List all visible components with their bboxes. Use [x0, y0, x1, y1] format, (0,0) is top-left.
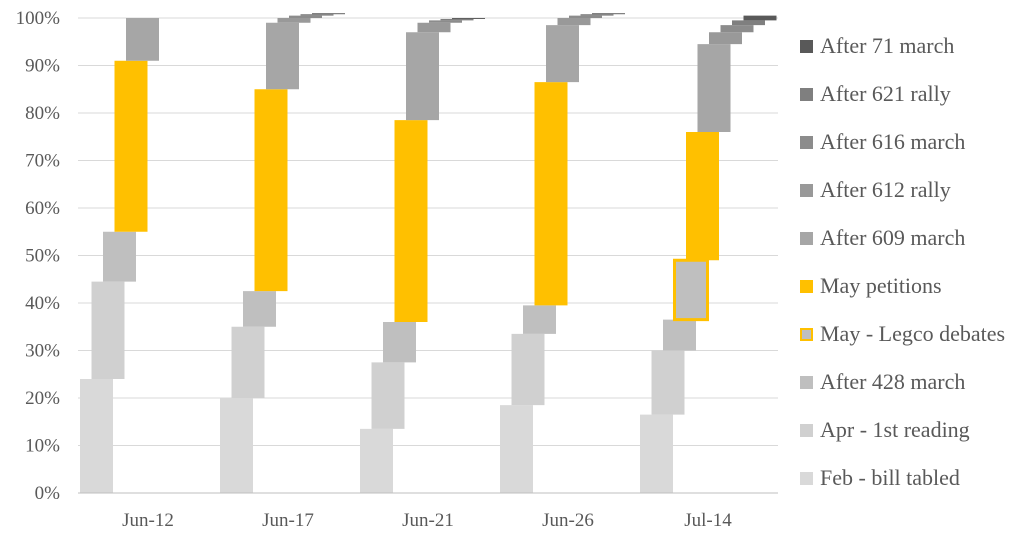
bar-segment — [289, 15, 322, 18]
bar-segment — [429, 20, 462, 23]
legend-item: After 609 march — [800, 214, 1036, 262]
x-tick-label: Jun-17 — [262, 510, 314, 531]
bars — [80, 13, 777, 493]
bar-segment — [546, 25, 579, 83]
x-axis-tick-labels: Jun-12 Jun-17 Jun-21 Jun-26 Jul-14 — [122, 510, 732, 531]
y-tick-label: 20% — [25, 388, 60, 409]
bar-segment — [406, 32, 439, 121]
bar-segment — [686, 132, 719, 261]
y-tick-label: 0% — [35, 483, 61, 504]
legend-item: May - Legco debates — [800, 310, 1036, 358]
legend-label: Apr - 1st reading — [820, 417, 970, 442]
bar-segment — [254, 89, 288, 292]
bar-segment — [720, 25, 754, 33]
y-tick-label: 100% — [16, 8, 61, 29]
bar-segment — [523, 305, 556, 334]
legend-label: Feb - bill tabled — [820, 465, 960, 490]
bar-segment — [300, 14, 334, 16]
legend-swatch — [800, 423, 813, 437]
legend-label: May - Legco debates — [820, 321, 1006, 346]
legend-item: After 621 rally — [800, 70, 1036, 118]
legend-item: After 616 march — [800, 118, 1036, 166]
legend-swatch — [800, 327, 813, 341]
legend-label: After 609 march — [820, 225, 966, 250]
bar-segment — [220, 398, 253, 493]
bar-segment — [243, 291, 276, 327]
bar-segment — [580, 14, 614, 16]
y-tick-label: 90% — [25, 56, 60, 77]
x-tick-label: Jul-14 — [684, 510, 732, 531]
legend-swatch — [800, 231, 813, 245]
legend-swatch — [800, 279, 813, 293]
legend-label: May petitions — [820, 273, 942, 298]
bar-segment — [651, 350, 685, 415]
legend-label: After 616 march — [820, 129, 966, 154]
bar-segment — [231, 326, 265, 398]
bar-segment — [743, 15, 777, 21]
y-tick-label: 40% — [25, 293, 60, 314]
bar-segment — [440, 18, 474, 21]
bar-segment — [417, 22, 451, 33]
bar-segment — [663, 319, 696, 351]
bar-segment — [732, 20, 765, 26]
bar-segment — [360, 428, 393, 493]
bar-segment — [91, 281, 125, 379]
legend-swatch — [800, 135, 813, 149]
legend: After 71 march After 621 rally After 616 m… — [800, 22, 1036, 502]
x-tick-label: Jun-21 — [402, 510, 454, 531]
y-tick-label: 50% — [25, 246, 60, 267]
legend-item: After 612 rally — [800, 166, 1036, 214]
bar-segment — [592, 13, 625, 15]
bar-segment — [534, 82, 568, 306]
bar-segment — [557, 18, 591, 26]
bar-segment — [383, 322, 416, 363]
legend-swatch — [800, 87, 813, 101]
bar-segment — [312, 13, 345, 15]
bar-segment — [697, 44, 731, 132]
bar-segment — [103, 231, 136, 282]
bar-segment — [640, 414, 673, 493]
x-tick-label: Jun-12 — [122, 510, 174, 531]
legend-item: Apr - 1st reading — [800, 406, 1036, 454]
y-tick-label: 70% — [25, 151, 60, 172]
legend-swatch — [800, 183, 813, 197]
bar-segment — [114, 60, 148, 232]
chart: 0% 10% 20% 30% 40% 50% 60% 70% 80% 90% 100% Jun-12… — [16, 8, 778, 531]
legend-label: After 71 march — [820, 33, 955, 58]
bar-segment — [452, 18, 485, 19]
legend-item: May petitions — [800, 262, 1036, 310]
y-tick-label: 80% — [25, 103, 60, 124]
bar-segment — [266, 22, 299, 90]
bar-segment — [126, 18, 159, 61]
legend-swatch — [800, 471, 813, 485]
legend-label: After 428 march — [820, 369, 966, 394]
y-tick-label: 10% — [25, 436, 60, 457]
legend-item: Feb - bill tabled — [800, 454, 1036, 502]
y-tick-label: 60% — [25, 198, 60, 219]
y-tick-label: 30% — [25, 341, 60, 362]
bar-segment — [673, 258, 709, 322]
bar-segment — [80, 379, 113, 493]
legend-swatch — [800, 39, 813, 53]
legend-label: After 612 rally — [820, 177, 951, 202]
bar-segment — [511, 333, 545, 406]
bar-segment — [569, 15, 602, 18]
legend-item: After 71 march — [800, 22, 1036, 70]
bar-segment — [394, 120, 428, 322]
bar-segment — [371, 362, 405, 429]
bar-segment — [277, 18, 311, 23]
bar-segment — [709, 32, 742, 45]
x-tick-label: Jun-26 — [542, 510, 594, 531]
legend-label: After 621 rally — [820, 81, 951, 106]
bar-segment — [500, 405, 533, 493]
legend-swatch — [800, 375, 813, 389]
y-axis-tick-labels: 0% 10% 20% 30% 40% 50% 60% 70% 80% 90% 100% — [16, 8, 61, 504]
legend-item: After 428 march — [800, 358, 1036, 406]
